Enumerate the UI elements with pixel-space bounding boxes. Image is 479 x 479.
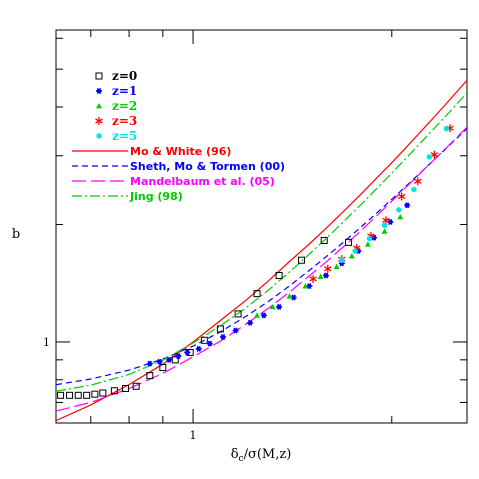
point-z-1 xyxy=(260,312,267,319)
point-z-0 xyxy=(57,391,65,399)
point-z-1 xyxy=(219,333,226,340)
axis-ticks xyxy=(56,30,467,423)
point-z-0 xyxy=(171,356,179,364)
point-z-5 xyxy=(381,222,388,229)
legend-item-jing-98: Jing (98) xyxy=(72,190,183,203)
legend-label: z=0 xyxy=(112,69,137,83)
legend-item-z-2: z=2 xyxy=(96,99,137,113)
point-z-0 xyxy=(234,310,242,318)
point-z-1 xyxy=(306,283,313,290)
point-z-2 xyxy=(348,253,355,259)
point-z-5 xyxy=(426,154,433,160)
point-z-5 xyxy=(443,125,450,132)
point-z-1 xyxy=(175,353,182,360)
point-z-1 xyxy=(146,360,153,367)
point-z-5 xyxy=(352,248,358,254)
point-z-3 xyxy=(397,192,406,201)
point-z-2 xyxy=(302,283,309,289)
point-z-1 xyxy=(184,349,191,356)
legend-label: z=1 xyxy=(112,84,137,98)
point-z-1 xyxy=(323,272,330,279)
legend-marker xyxy=(95,117,103,125)
legend-item-z-5: z=5 xyxy=(96,129,137,143)
point-z-0 xyxy=(320,236,328,244)
legend-marker xyxy=(96,88,102,94)
legend-item-z-1: z=1 xyxy=(96,84,137,98)
point-z-0 xyxy=(121,384,129,392)
legend-label: Jing (98) xyxy=(129,190,183,203)
point-z-2 xyxy=(397,214,404,220)
legend-marker xyxy=(96,133,102,139)
data-points xyxy=(57,124,454,399)
tick-labels: 11 xyxy=(43,336,197,442)
point-z-2 xyxy=(317,273,324,280)
legend-label: Mandelbaum et al. (05) xyxy=(130,175,275,188)
point-z-3 xyxy=(382,216,390,225)
point-z-1 xyxy=(156,358,163,365)
point-z-1 xyxy=(166,356,173,363)
legend-marker xyxy=(96,103,102,109)
point-z-0 xyxy=(275,272,283,280)
point-z-1 xyxy=(276,303,283,310)
legend-label: Mo & White (96) xyxy=(130,145,231,158)
x-axis-title: δc/σ(M,z) xyxy=(231,447,292,464)
point-z-0 xyxy=(159,364,167,372)
point-z-2 xyxy=(333,263,340,269)
point-z-2 xyxy=(254,312,261,318)
legend-label: z=2 xyxy=(112,99,137,113)
plot-frame xyxy=(55,29,468,424)
point-z-3 xyxy=(414,177,422,186)
point-z-0 xyxy=(132,382,140,390)
legend-label: Sheth, Mo & Tormen (00) xyxy=(130,160,285,173)
legend-label: z=5 xyxy=(112,129,137,143)
point-z-0 xyxy=(74,391,82,399)
point-z-1 xyxy=(195,345,202,352)
point-z-2 xyxy=(286,293,293,299)
y-tick-label: 1 xyxy=(43,336,50,349)
legend-item-z-0: z=0 xyxy=(95,69,137,83)
point-z-5 xyxy=(411,186,417,193)
point-z-5 xyxy=(339,257,345,263)
point-z-3 xyxy=(309,274,317,283)
point-z-5 xyxy=(396,207,402,213)
legend-marker xyxy=(95,72,103,80)
curve-mandelbaum-et-al-05 xyxy=(56,126,467,412)
point-z-1 xyxy=(206,340,213,347)
x-tick-label: 1 xyxy=(190,429,197,442)
legend-item-sheth-mo-tormen-00: Sheth, Mo & Tormen (00) xyxy=(72,160,285,173)
point-z-5 xyxy=(366,235,373,242)
y-axis-title: b xyxy=(12,227,20,242)
point-z-0 xyxy=(83,391,91,399)
point-z-1 xyxy=(404,202,411,209)
point-z-0 xyxy=(66,391,74,399)
legend-label: z=3 xyxy=(112,114,137,128)
point-z-0 xyxy=(146,372,154,380)
point-z-0 xyxy=(110,387,118,395)
legend-item-mo-white-96: Mo & White (96) xyxy=(72,145,231,158)
point-z-2 xyxy=(269,303,276,310)
point-z-1 xyxy=(247,319,254,326)
point-z-3 xyxy=(324,264,332,273)
point-z-0 xyxy=(298,256,306,264)
curve-sheth-mo-tormen-00 xyxy=(56,128,467,386)
point-z-0 xyxy=(200,336,208,344)
legend-item-z-3: z=3 xyxy=(95,114,137,128)
point-z-3 xyxy=(430,150,439,159)
point-z-0 xyxy=(345,238,353,246)
legend: z=0z=1z=2z=3z=5 Mo & White (96) Sheth, Mo … xyxy=(72,69,285,203)
legend-item-mandelbaum-et-al-05: Mandelbaum et al. (05) xyxy=(72,175,275,188)
point-z-0 xyxy=(91,390,99,398)
point-z-0 xyxy=(99,389,107,397)
point-z-2 xyxy=(381,228,388,234)
point-z-0 xyxy=(253,290,261,298)
point-z-0 xyxy=(216,325,224,333)
point-z-2 xyxy=(364,241,371,247)
point-z-1 xyxy=(232,327,239,334)
